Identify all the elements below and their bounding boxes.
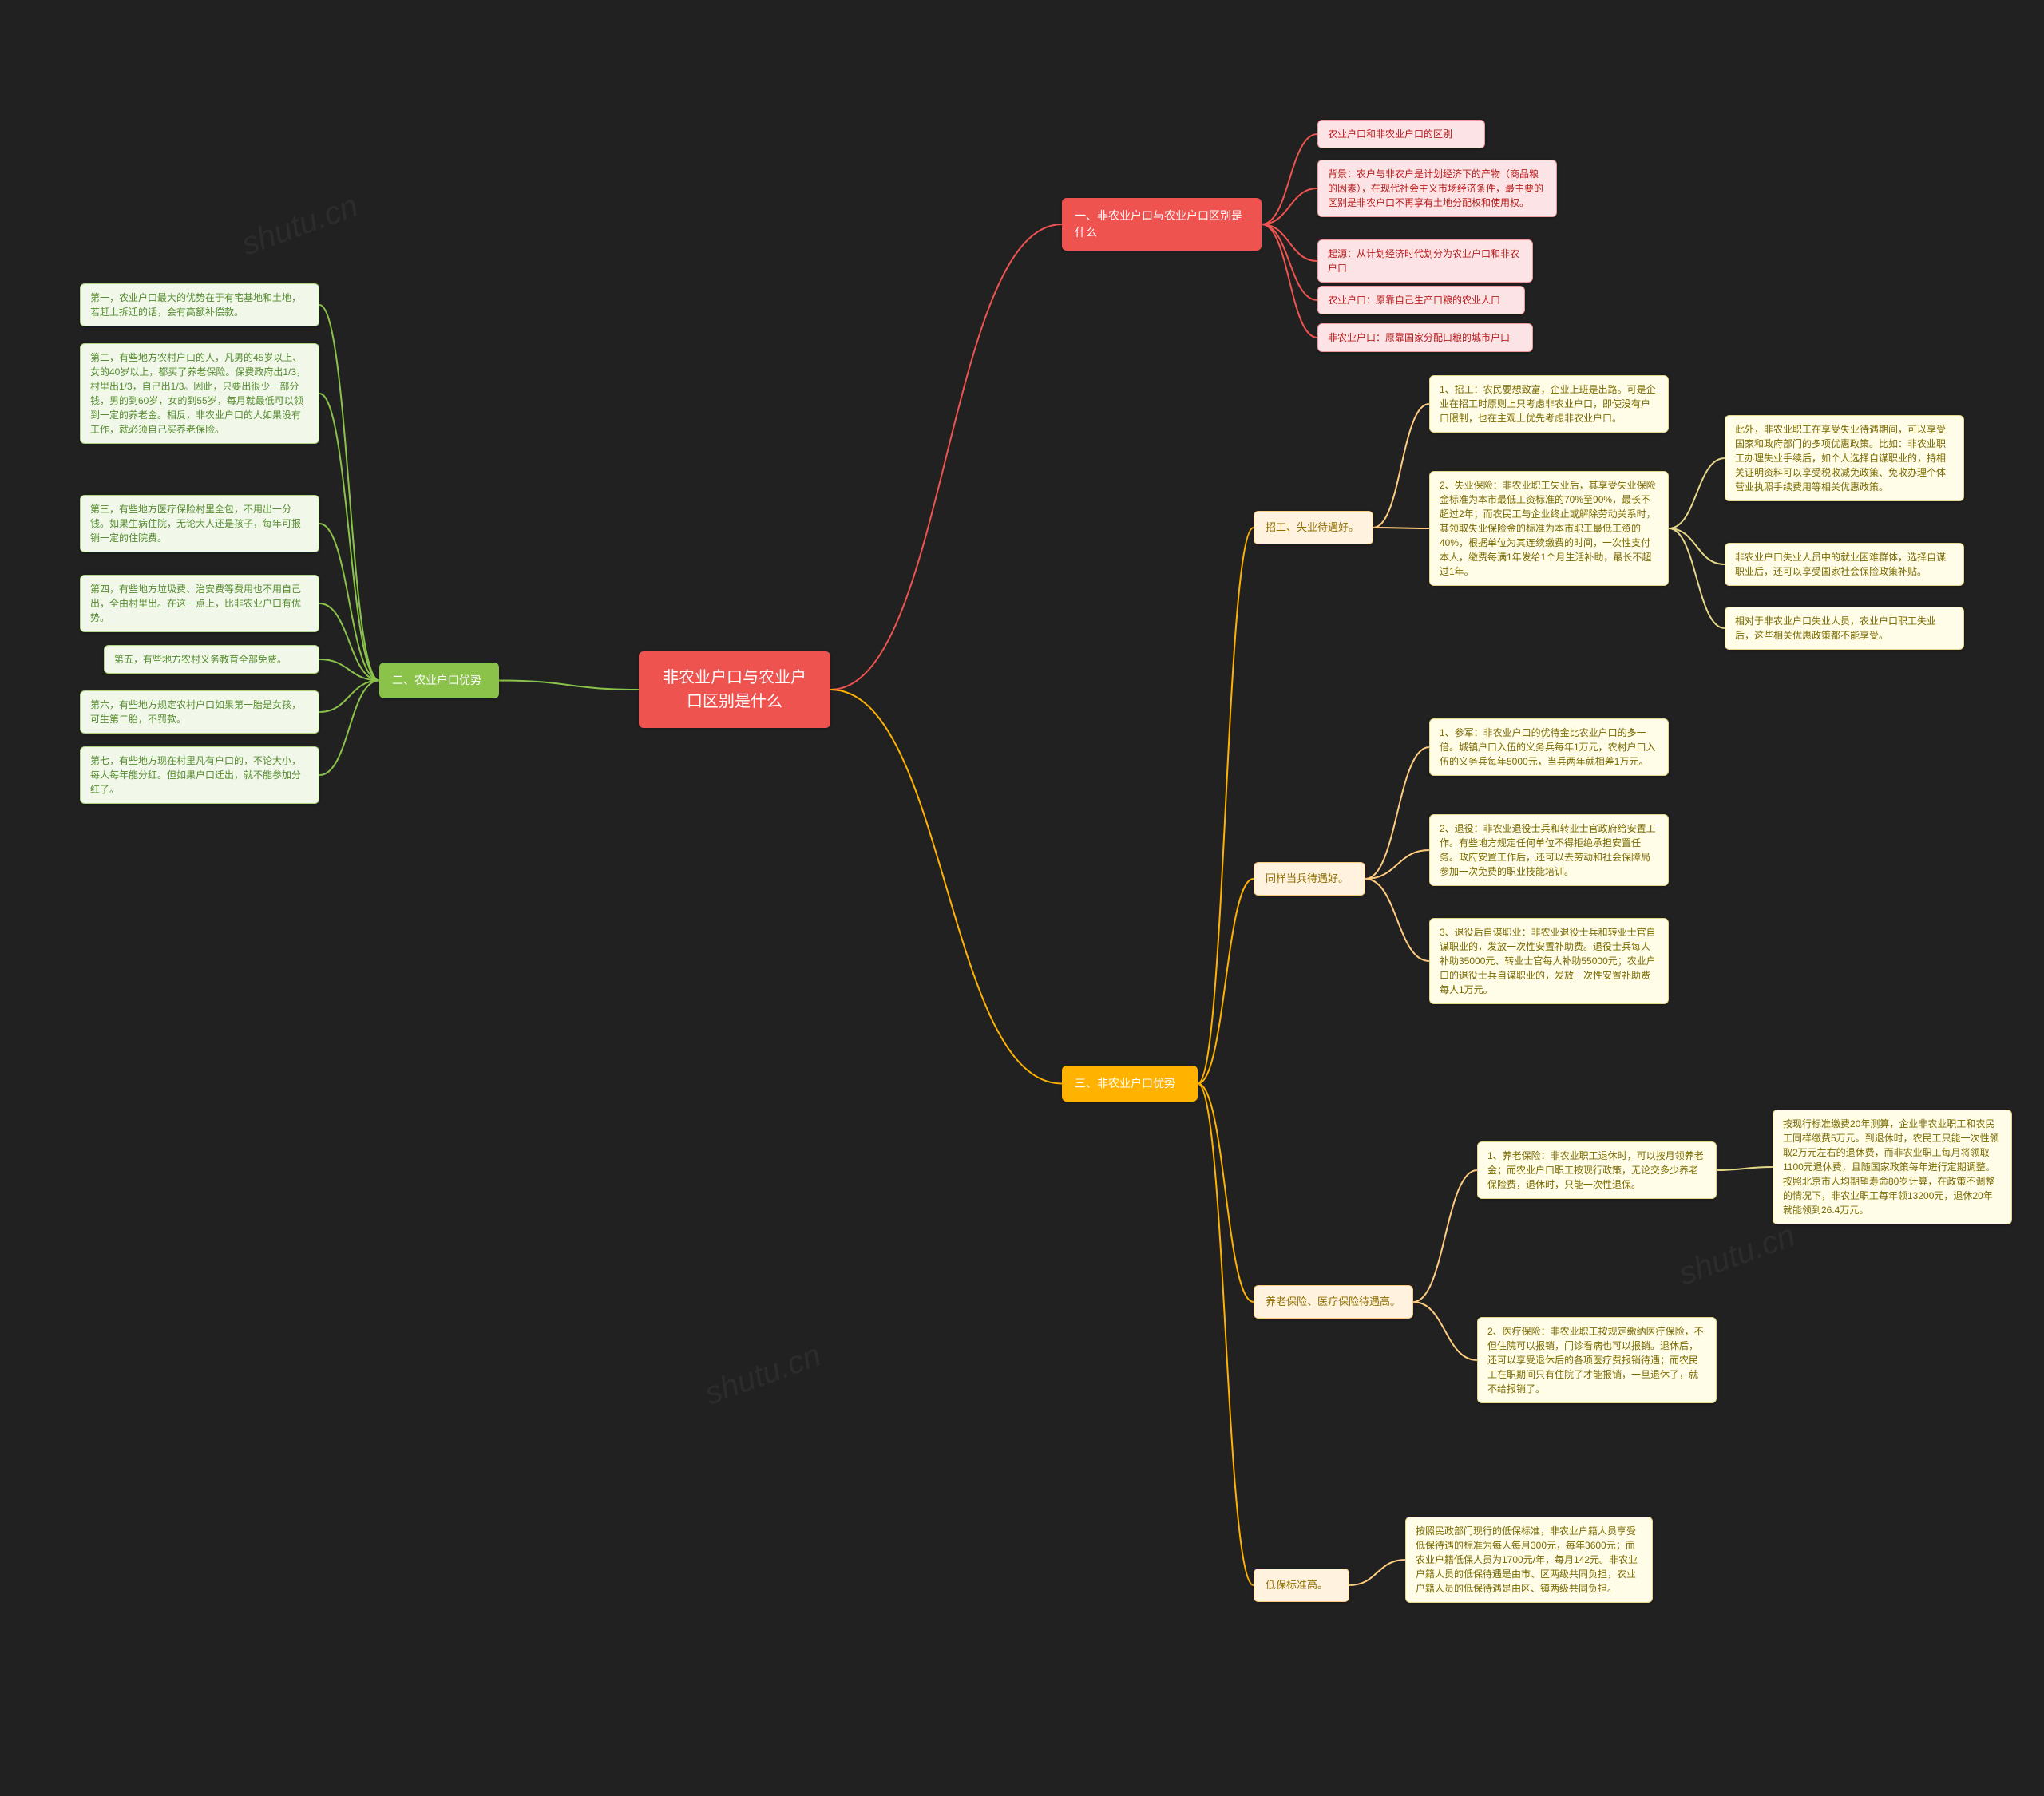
mindmap-canvas: shutu.cnshutu.cnshutu.cnshutu.cn非农业户口与农业… <box>0 0 2044 1796</box>
leaf-b2l7[interactable]: 第七，有些地方现在村里凡有户口的，不论大小，每人每年能分红。但如果户口迁出，就不… <box>80 746 319 804</box>
leaf-b1l2[interactable]: 背景：农户与非农户是计划经济下的产物（商品粮的因素），在现代社会主义市场经济条件… <box>1317 160 1557 217</box>
leaf-b3m1l1[interactable]: 1、招工：农民要想致富，企业上班是出路。可是企业在招工时原则上只考虑非农业户口，… <box>1429 375 1669 433</box>
leaf-b2l5[interactable]: 第五，有些地方农村义务教育全部免费。 <box>104 645 319 674</box>
watermark: shutu.cn <box>237 188 362 263</box>
watermark: shutu.cn <box>700 1337 826 1412</box>
branch-b1[interactable]: 一、非农业户口与农业户口区别是什么 <box>1062 198 1262 251</box>
leaf-b3m2l1[interactable]: 1、参军：非农业户口的优待金比农业户口的多一倍。城镇户口入伍的义务兵每年1万元，… <box>1429 718 1669 776</box>
leaf-b3m1l2s3[interactable]: 相对于非农业户口失业人员，农业户口职工失业后，这些相关优惠政策都不能享受。 <box>1725 607 1964 650</box>
leaf-b2l1[interactable]: 第一，农业户口最大的优势在于有宅基地和土地，若赶上拆迁的话，会有高额补偿款。 <box>80 283 319 326</box>
leaf-b3m1l2[interactable]: 2、失业保险：非农业职工失业后，其享受失业保险金标准为本市最低工资标准的70%至… <box>1429 471 1669 586</box>
leaf-b1l1[interactable]: 农业户口和非农业户口的区别 <box>1317 120 1485 148</box>
leaf-b2l3[interactable]: 第三，有些地方医疗保险村里全包，不用出一分钱。如果生病住院，无论大人还是孩子，每… <box>80 495 319 552</box>
branch-b3[interactable]: 三、非农业户口优势 <box>1062 1066 1198 1102</box>
leaf-b2l6[interactable]: 第六，有些地方规定农村户口如果第一胎是女孩，可生第二胎，不罚款。 <box>80 690 319 734</box>
leaf-b1l3[interactable]: 起源：从计划经济时代划分为农业户口和非农户口 <box>1317 239 1533 283</box>
branch-b2[interactable]: 二、农业户口优势 <box>379 663 499 698</box>
root-node[interactable]: 非农业户口与农业户口区别是什么 <box>639 651 830 728</box>
leaf-b2l4[interactable]: 第四，有些地方垃圾费、治安费等费用也不用自己出，全由村里出。在这一点上，比非农业… <box>80 575 319 632</box>
leaf-b1l5[interactable]: 非农业户口：原靠国家分配口粮的城市户口 <box>1317 323 1533 352</box>
mid-b3m1[interactable]: 招工、失业待遇好。 <box>1254 511 1373 544</box>
leaf-b3m3l1[interactable]: 1、养老保险：非农业职工退休时，可以按月领养老金；而农业户口职工按现行政策，无论… <box>1477 1141 1717 1199</box>
leaf-b3m4l1[interactable]: 按照民政部门现行的低保标准，非农业户籍人员享受低保待遇的标准为每人每月300元，… <box>1405 1517 1653 1603</box>
leaf-b3m1l2s2[interactable]: 非农业户口失业人员中的就业困难群体，选择自谋职业后，还可以享受国家社会保险政策补… <box>1725 543 1964 586</box>
leaf-b3m3l1s1[interactable]: 按现行标准缴费20年测算，企业非农业职工和农民工同样缴费5万元。到退休时，农民工… <box>1773 1110 2012 1224</box>
leaf-b3m2l3[interactable]: 3、退役后自谋职业：非农业退役士兵和转业士官自谋职业的，发放一次性安置补助费。退… <box>1429 918 1669 1004</box>
leaf-b3m2l2[interactable]: 2、退役：非农业退役士兵和转业士官政府给安置工作。有些地方规定任何单位不得拒绝承… <box>1429 814 1669 886</box>
leaf-b1l4[interactable]: 农业户口：原靠自己生产口粮的农业人口 <box>1317 286 1525 314</box>
leaf-b2l2[interactable]: 第二，有些地方农村户口的人，凡男的45岁以上、女的40岁以上，都买了养老保险。保… <box>80 343 319 444</box>
mid-b3m2[interactable]: 同样当兵待遇好。 <box>1254 862 1365 896</box>
leaf-b3m3l2[interactable]: 2、医疗保险：非农业职工按规定缴纳医疗保险，不但住院可以报销，门诊看病也可以报销… <box>1477 1317 1717 1403</box>
watermark: shutu.cn <box>1674 1217 1800 1292</box>
connectors-layer <box>0 0 2044 1796</box>
leaf-b3m1l2s1[interactable]: 此外，非农业职工在享受失业待遇期间，可以享受国家和政府部门的多项优惠政策。比如：… <box>1725 415 1964 501</box>
mid-b3m4[interactable]: 低保标准高。 <box>1254 1569 1349 1602</box>
mid-b3m3[interactable]: 养老保险、医疗保险待遇高。 <box>1254 1285 1413 1319</box>
